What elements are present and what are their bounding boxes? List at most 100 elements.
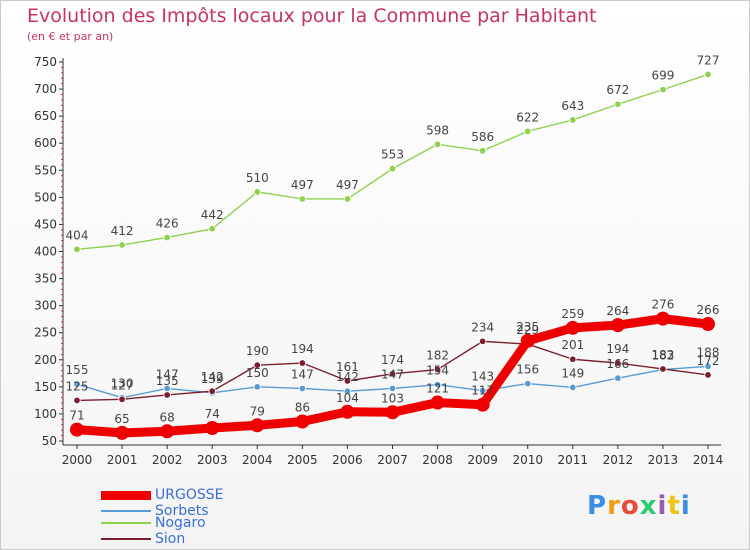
data-label-nogaro: 510 — [246, 171, 269, 185]
point-urgosse — [655, 311, 670, 326]
data-label-nogaro: 497 — [291, 178, 314, 192]
y-tick-label: 400 — [34, 245, 57, 259]
data-label-nogaro: 412 — [111, 224, 134, 238]
data-label-urgosse: 104 — [336, 391, 359, 405]
point-nogaro — [343, 195, 352, 203]
point-urgosse — [520, 333, 535, 348]
data-label-sion: 125 — [66, 379, 89, 393]
point-nogaro — [659, 85, 667, 94]
point-nogaro — [163, 233, 171, 242]
data-label-nogaro: 727 — [697, 53, 720, 67]
data-label-sion: 234 — [471, 320, 494, 334]
data-label-sorbets: 182 — [651, 349, 674, 363]
y-tick-label: 450 — [34, 217, 57, 231]
data-label-nogaro: 404 — [66, 228, 89, 242]
data-label-nogaro: 643 — [561, 99, 584, 113]
x-tick-label: 2000 — [62, 453, 93, 467]
y-tick-label: 550 — [34, 163, 57, 177]
point-sorbets — [343, 387, 352, 395]
point-nogaro — [388, 164, 397, 173]
point-sorbets — [704, 362, 712, 370]
point-sion — [569, 355, 577, 363]
legend-item-sion[interactable]: Sion — [101, 531, 185, 547]
y-tick-label: 600 — [34, 136, 57, 150]
data-label-sorbets: 156 — [516, 363, 539, 377]
legend-swatch-nogaro — [101, 522, 151, 524]
point-sorbets — [253, 383, 261, 391]
point-urgosse — [475, 397, 490, 412]
data-label-urgosse: 266 — [697, 303, 720, 317]
data-label-nogaro: 442 — [201, 208, 224, 222]
data-label-nogaro: 622 — [516, 110, 539, 124]
point-sion — [73, 396, 81, 405]
point-sion — [298, 359, 307, 367]
data-label-urgosse: 235 — [516, 320, 539, 334]
x-tick-label: 2013 — [648, 453, 679, 467]
x-tick-label: 2006 — [332, 453, 363, 467]
legend-item-nogaro[interactable]: Nogaro — [101, 515, 206, 531]
data-label-sorbets: 188 — [697, 345, 720, 359]
point-urgosse — [160, 424, 175, 439]
legend-label-urgosse: URGOSSE — [155, 487, 224, 503]
data-label-sorbets: 142 — [336, 370, 359, 384]
legend-label-sion: Sion — [155, 531, 186, 547]
point-urgosse — [250, 418, 265, 433]
data-label-sion: 142 — [201, 370, 224, 384]
data-label-urgosse: 117 — [471, 384, 494, 398]
data-label-sorbets: 130 — [111, 377, 134, 391]
proxiti-logo: Proxiti — [587, 491, 691, 521]
data-label-urgosse: 74 — [205, 407, 220, 421]
data-label-sion: 182 — [426, 349, 449, 363]
legend-swatch-sion — [101, 538, 151, 540]
legend-item-urgosse[interactable]: URGOSSE — [101, 487, 223, 503]
x-tick-label: 2011 — [558, 453, 589, 467]
data-label-sorbets: 150 — [246, 366, 269, 380]
y-tick-label: 350 — [34, 272, 57, 286]
x-tick-label: 2004 — [242, 453, 273, 467]
point-sorbets — [569, 383, 577, 392]
data-label-nogaro: 586 — [471, 130, 494, 144]
y-tick-label: 650 — [34, 109, 57, 123]
data-label-sorbets: 154 — [426, 364, 449, 378]
data-label-sorbets: 155 — [66, 363, 89, 377]
point-sorbets — [388, 384, 397, 393]
point-nogaro — [298, 195, 307, 203]
logo-letter: x — [639, 491, 658, 521]
y-tick-label: 700 — [34, 82, 57, 96]
x-tick-label: 2008 — [422, 453, 453, 467]
data-label-sion: 174 — [381, 353, 404, 367]
x-tick-label: 2001 — [107, 453, 138, 467]
data-label-nogaro: 699 — [651, 69, 674, 83]
data-label-sorbets: 139 — [201, 372, 224, 386]
legend-label-sorbets: Sorbets — [155, 503, 209, 519]
point-sion — [478, 337, 487, 346]
x-tick-label: 2010 — [512, 453, 543, 467]
x-tick-label: 2012 — [603, 453, 634, 467]
point-urgosse — [70, 422, 84, 437]
data-label-nogaro: 497 — [336, 178, 359, 192]
point-sorbets — [524, 379, 532, 388]
y-tick-label: 500 — [34, 190, 57, 204]
point-urgosse — [385, 405, 400, 420]
y-tick-label: 150 — [34, 380, 57, 394]
point-sion — [659, 365, 667, 373]
data-label-sion: 172 — [697, 354, 720, 368]
data-label-urgosse: 65 — [114, 412, 129, 426]
point-nogaro — [253, 188, 261, 196]
logo-letter: i — [657, 491, 668, 521]
point-sorbets — [298, 384, 307, 393]
data-label-sion: 201 — [561, 338, 584, 352]
x-tick-label: 2007 — [377, 453, 408, 467]
data-label-sion: 161 — [336, 360, 359, 374]
x-tick-label: 2003 — [197, 453, 228, 467]
y-tick-label: 50 — [42, 434, 57, 448]
data-label-urgosse: 259 — [561, 307, 584, 321]
point-sorbets — [73, 380, 81, 388]
point-nogaro — [524, 127, 532, 136]
legend-item-sorbets[interactable]: Sorbets — [101, 503, 209, 519]
logo-letter: o — [620, 491, 640, 521]
x-tick-label: 2002 — [152, 453, 183, 467]
point-sorbets — [478, 386, 487, 395]
point-nogaro — [704, 70, 712, 79]
